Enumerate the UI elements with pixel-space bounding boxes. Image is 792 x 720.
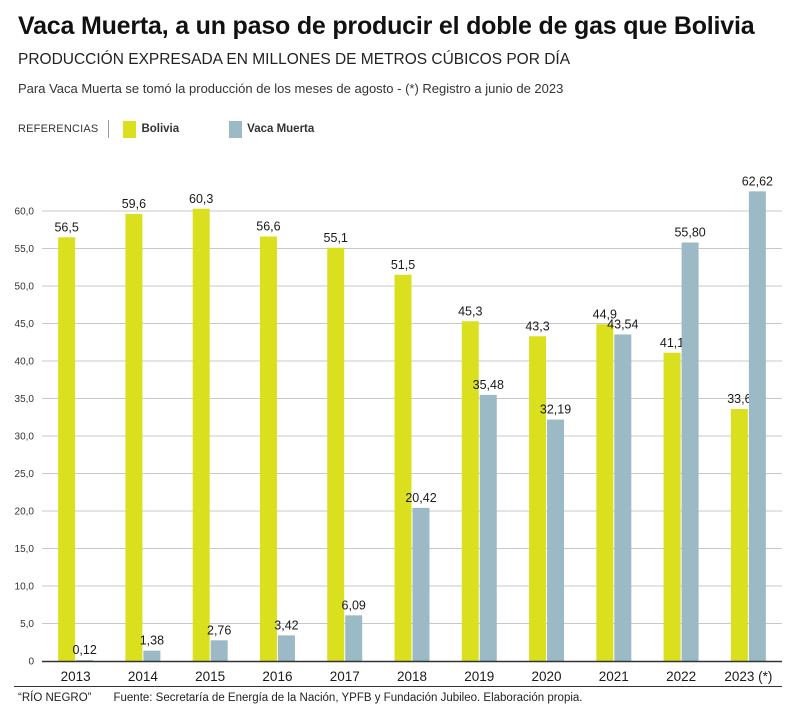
legend-text-vaca-muerta: Vaca Muerta <box>247 123 315 135</box>
x-tick-label: 2021 <box>599 669 629 684</box>
y-tick-label: 10,0 <box>15 582 35 593</box>
data-label: 35,48 <box>473 378 504 392</box>
bar-bolivia <box>596 324 614 661</box>
legend-swatch-bolivia <box>123 120 137 138</box>
footer: “RÍO NEGRO” Fuente: Secretaría de Energí… <box>18 692 583 704</box>
data-label: 43,54 <box>607 317 638 331</box>
data-label: 62,62 <box>742 174 773 188</box>
data-label: 55,80 <box>674 226 705 240</box>
x-tick-label: 2018 <box>397 669 427 684</box>
bar-bolivia <box>529 336 547 661</box>
data-label: 32,19 <box>540 403 571 417</box>
data-label: 33,6 <box>727 392 751 406</box>
x-tick-label: 2020 <box>532 669 562 684</box>
bar-vaca-muerta <box>681 242 699 661</box>
legend-text-bolivia: Bolivia <box>141 123 180 135</box>
data-label: 56,5 <box>54 220 78 234</box>
data-label: 0,12 <box>72 643 96 657</box>
footer-source: Fuente: Secretaría de Energía de la Naci… <box>113 692 583 704</box>
data-label: 43,3 <box>525 319 549 333</box>
bar-bolivia <box>394 274 412 661</box>
bar-bolivia <box>327 247 345 661</box>
bar-vaca-muerta <box>412 507 430 661</box>
data-label: 45,3 <box>458 304 482 318</box>
y-tick-label: 35,0 <box>15 394 35 405</box>
footer-credit: “RÍO NEGRO” <box>18 692 92 704</box>
y-tick-label: 30,0 <box>15 432 35 443</box>
y-tick-label: 50,0 <box>15 282 35 293</box>
data-label: 2,76 <box>207 623 231 637</box>
bar-bolivia <box>730 409 748 661</box>
y-tick-label: 0 <box>28 657 34 668</box>
data-label: 59,6 <box>122 197 146 211</box>
bar-vaca-muerta <box>210 640 228 661</box>
legend: REFERENCIAS Bolivia Vaca Muerta <box>18 119 314 139</box>
x-tick-label: 2016 <box>262 669 292 684</box>
bar-chart: 0 5,0 10,0 15,0 20,0 25,0 30,0 35,0 40,0 45,0 50,0… <box>14 174 782 687</box>
data-label: 56,6 <box>256 220 280 234</box>
y-tick-label: 15,0 <box>15 544 35 555</box>
bar-bolivia <box>192 208 210 661</box>
x-tick-label: 2022 <box>666 669 696 684</box>
legend-item-bolivia: Bolivia <box>123 120 180 138</box>
bar-vaca-muerta <box>614 334 632 661</box>
legend-item-vaca-muerta: Vaca Muerta <box>229 120 315 138</box>
y-tick-label: 40,0 <box>15 357 35 368</box>
data-label: 60,3 <box>189 192 213 206</box>
x-tick-label: 2019 <box>464 669 494 684</box>
chart-subtitle: PRODUCCIÓN EXPRESADA EN MILLONES DE METR… <box>18 51 571 68</box>
x-tick-label: 2015 <box>195 669 225 684</box>
x-tick-label: 2014 <box>128 669 159 684</box>
legend-swatch-vaca-muerta <box>229 120 243 138</box>
y-tick-label: 20,0 <box>15 507 35 518</box>
data-label: 3,42 <box>274 618 298 632</box>
bar-vaca-muerta <box>345 615 363 661</box>
y-tick-label: 5,0 <box>20 619 34 630</box>
data-label: 1,38 <box>140 634 164 648</box>
chart-title: Vaca Muerta, a un paso de producir el do… <box>18 12 755 40</box>
bar-vaca-muerta <box>143 650 161 661</box>
y-tick-label: 55,0 <box>15 244 35 255</box>
bar-bolivia <box>125 214 143 661</box>
bar-vaca-muerta <box>547 419 565 661</box>
data-label: 51,5 <box>391 258 415 272</box>
bar-bolivia <box>259 236 277 661</box>
y-tick-label: 45,0 <box>15 319 35 330</box>
bar-vaca-muerta <box>479 394 497 661</box>
bar-bolivia <box>663 352 681 661</box>
bar-vaca-muerta <box>76 660 94 661</box>
data-label: 41,1 <box>660 336 684 350</box>
data-label: 55,1 <box>324 231 348 245</box>
y-tick-label: 60,0 <box>15 207 35 218</box>
bar-vaca-muerta <box>748 191 766 661</box>
data-label: 6,09 <box>342 598 366 612</box>
bar-bolivia <box>58 237 76 661</box>
bar-vaca-muerta <box>277 635 295 661</box>
data-label: 44,9 <box>593 307 617 321</box>
bar-bolivia <box>461 321 479 661</box>
chart-note: Para Vaca Muerta se tomó la producción d… <box>18 81 564 96</box>
legend-label: REFERENCIAS <box>18 123 99 135</box>
y-tick-label: 25,0 <box>15 469 35 480</box>
legend-divider <box>108 120 110 138</box>
x-tick-label: 2013 <box>61 669 91 684</box>
x-tick-label: 2017 <box>330 669 360 684</box>
data-label: 20,42 <box>405 491 436 505</box>
x-tick-label: 2023 (*) <box>724 669 772 684</box>
